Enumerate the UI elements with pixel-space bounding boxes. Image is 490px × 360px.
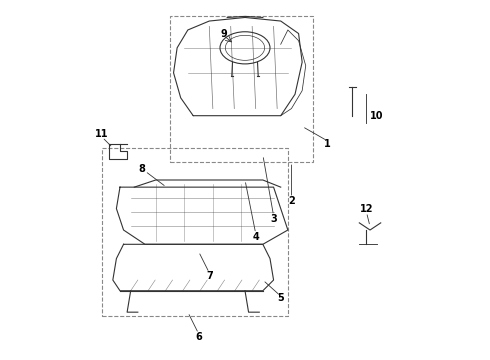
- Text: 1: 1: [324, 139, 331, 149]
- Text: 9: 9: [220, 28, 227, 39]
- Text: 4: 4: [252, 232, 259, 242]
- Bar: [102, 148, 288, 316]
- Text: 12: 12: [360, 203, 373, 213]
- Text: 6: 6: [195, 332, 202, 342]
- Text: 2: 2: [288, 197, 295, 206]
- Text: 3: 3: [270, 214, 277, 224]
- Bar: [170, 16, 313, 162]
- Text: 10: 10: [370, 111, 384, 121]
- Text: 8: 8: [138, 164, 145, 174]
- Text: 11: 11: [96, 129, 109, 139]
- Text: 5: 5: [277, 293, 284, 303]
- Text: 7: 7: [206, 271, 213, 282]
